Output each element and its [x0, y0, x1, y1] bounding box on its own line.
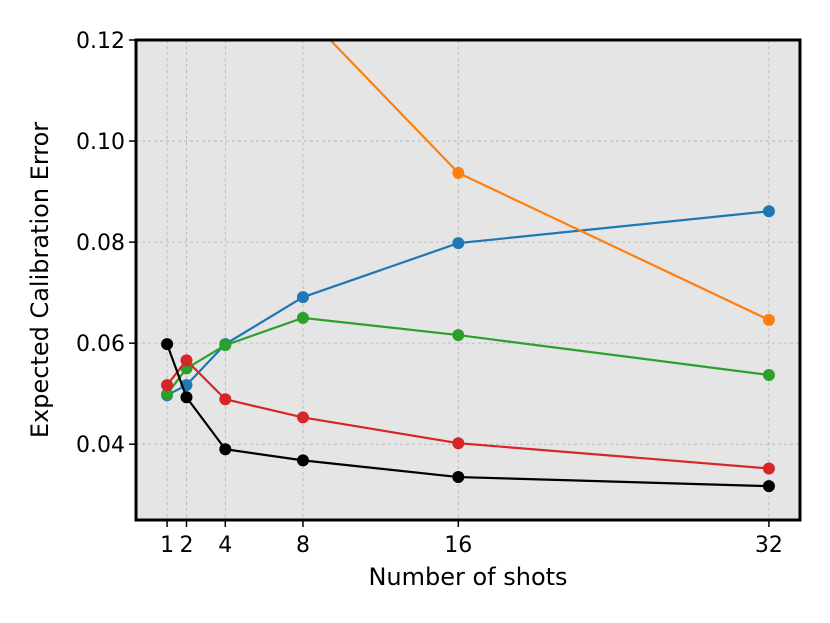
data-point	[762, 462, 775, 475]
data-point	[452, 437, 465, 450]
y-axis-label: Expected Calibration Error	[26, 122, 54, 438]
data-point	[219, 393, 232, 406]
y-tick-label: 0.06	[76, 332, 125, 357]
data-point	[452, 237, 465, 250]
data-point	[219, 443, 232, 456]
data-point	[219, 339, 232, 352]
x-axis-label: Number of shots	[368, 563, 567, 591]
data-point	[180, 391, 193, 404]
data-point	[161, 338, 174, 351]
x-tick-label: 16	[444, 533, 472, 558]
data-point	[452, 166, 465, 179]
data-point	[762, 368, 775, 381]
data-point	[297, 6, 309, 18]
data-point	[180, 354, 193, 367]
y-tick-label: 0.12	[76, 29, 125, 54]
data-point	[296, 454, 309, 467]
x-tick-label: 1	[160, 533, 174, 558]
plot-frame	[134, 38, 802, 522]
data-point	[296, 291, 309, 304]
data-point	[762, 313, 775, 326]
plot-area	[136, 40, 800, 520]
series-line	[166, 343, 769, 488]
data-point	[161, 388, 174, 401]
x-tick-label: 4	[218, 533, 232, 558]
y-tick-label: 0.08	[76, 231, 125, 256]
x-tick-label: 32	[755, 533, 783, 558]
data-point	[452, 329, 465, 342]
data-point	[161, 379, 174, 392]
x-tick-label: 8	[296, 533, 310, 558]
y-tick-label: 0.04	[76, 433, 125, 458]
data-point	[762, 205, 775, 218]
x-tick-label: 2	[179, 533, 193, 558]
y-tick-label: 0.10	[76, 130, 125, 155]
data-point	[452, 471, 465, 484]
data-point	[296, 411, 309, 424]
data-point	[296, 311, 309, 324]
data-point	[762, 480, 775, 493]
